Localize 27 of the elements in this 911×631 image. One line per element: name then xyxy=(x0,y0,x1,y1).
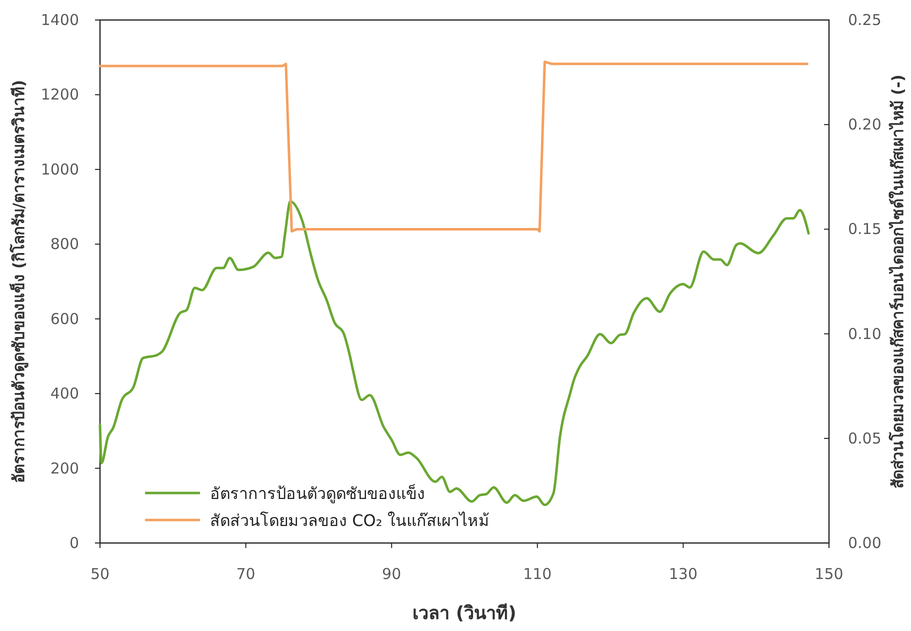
y-tick-label: 0 xyxy=(69,534,79,552)
line-series xyxy=(98,60,808,233)
y-tick-label: 200 xyxy=(50,459,79,478)
legend-label: อัตราการป้อนตัวดูดซับของแข็ง xyxy=(210,483,425,504)
x-axis-title: เวลา (วินาที) xyxy=(412,603,516,624)
x-tick-label: 90 xyxy=(382,565,402,583)
y2-tick-label: 0.05 xyxy=(848,429,882,448)
y-tick-label: 1000 xyxy=(40,160,79,178)
legend-label: สัดส่วนโดยมวลของ CO₂ ในแก๊สเผาไหม้ xyxy=(210,511,490,530)
y2-tick-label: 0.00 xyxy=(848,534,882,552)
y2-tick-label: 0.20 xyxy=(848,116,882,134)
x-tick-label: 130 xyxy=(668,565,698,583)
x-tick-label: 50 xyxy=(90,565,110,583)
y-tick-label: 800 xyxy=(50,235,79,254)
y2-tick-label: 0.10 xyxy=(848,324,882,343)
y-tick-label: 1200 xyxy=(40,86,79,104)
y2-axis-title: สัดส่วนโดยมวลของแก๊สคาร์บอนไดออกไซด์ในแก๊สเผาไหม้ (-) xyxy=(888,74,907,488)
x-tick-label: 70 xyxy=(236,565,256,583)
y2-tick-label: 0.15 xyxy=(848,220,882,238)
y-tick-label: 400 xyxy=(50,384,79,403)
y-tick-label: 600 xyxy=(50,310,79,328)
y2-tick-label: 0.25 xyxy=(848,11,882,29)
y-tick-label: 1400 xyxy=(40,11,79,29)
x-tick-label: 110 xyxy=(523,565,552,583)
x-tick-label: 150 xyxy=(814,565,844,583)
line-series xyxy=(98,200,810,506)
y-axis-title: อัตราการป้อนตัวดูดซับของแข็ง (กิโลกรัม/ตารางเมตรวินาที) xyxy=(8,80,30,484)
